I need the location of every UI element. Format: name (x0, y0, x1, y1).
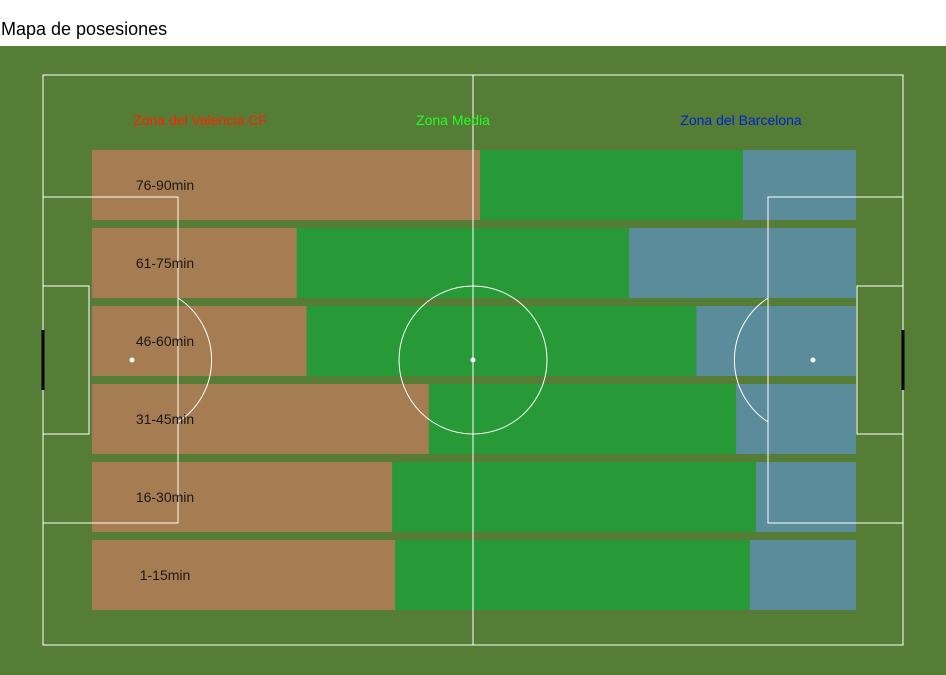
bar-76-90min-series-1 (480, 150, 743, 220)
zone-label-0: Zona del Valencia CF (133, 112, 267, 128)
bar-1-15min-series-0 (92, 540, 395, 610)
bar-31-45min-series-2 (736, 384, 856, 454)
row-label-46-60min: 46-60min (136, 333, 194, 349)
row-label-1-15min: 1-15min (140, 567, 191, 583)
bar-61-75min-series-0 (92, 228, 297, 298)
center-spot (471, 358, 475, 362)
bar-46-60min-series-1 (307, 306, 697, 376)
bar-31-45min-series-1 (429, 384, 736, 454)
bar-46-60min-series-2 (696, 306, 856, 376)
bar-61-75min-series-1 (297, 228, 629, 298)
pitch-background: Zona del Valencia CF Zona Media Zona del B… (0, 46, 946, 675)
left-penalty-spot (130, 358, 134, 362)
bar-16-30min-series-1 (392, 462, 756, 532)
right-penalty-spot (811, 358, 815, 362)
row-label-31-45min: 31-45min (136, 411, 194, 427)
possession-chart: Zona del Valencia CF Zona Media Zona del B… (0, 46, 946, 675)
zone-label-1: Zona Media (416, 112, 490, 128)
bar-1-15min-series-1 (395, 540, 750, 610)
bar-46-60min-series-0 (92, 306, 307, 376)
row-label-61-75min: 61-75min (136, 255, 194, 271)
left-goal-area (43, 286, 89, 434)
row-label-16-30min: 16-30min (136, 489, 194, 505)
bar-1-15min-series-2 (750, 540, 856, 610)
zone-label-2: Zona del Barcelona (680, 112, 802, 128)
right-goal-area (857, 286, 903, 434)
bar-61-75min-series-2 (629, 228, 856, 298)
bars-layer (92, 150, 856, 610)
bar-16-30min-series-2 (756, 462, 856, 532)
row-label-76-90min: 76-90min (136, 177, 194, 193)
chart-title: Mapa de posesiones (1, 18, 167, 40)
bar-76-90min-series-2 (743, 150, 856, 220)
